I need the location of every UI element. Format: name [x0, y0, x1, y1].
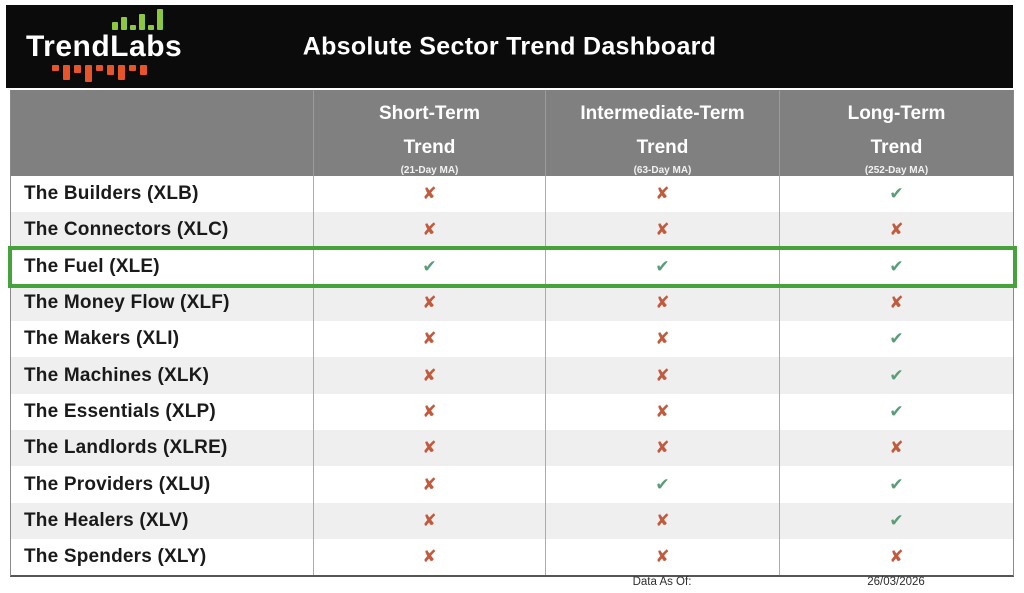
trend-mark-short: ✘ — [313, 357, 545, 394]
trend-mark-intermediate: ✔ — [545, 466, 779, 503]
table-row-xlk: The Machines (XLK) ✘ ✘ ✔ — [11, 357, 1013, 394]
column-label-line2: Trend — [636, 137, 689, 158]
header-cell-intermediate-term: Intermediate-Term Trend (63-Day MA) — [545, 90, 779, 176]
trend-mark-intermediate: ✔ — [545, 248, 779, 285]
trend-mark-short: ✘ — [313, 538, 545, 576]
trend-mark-intermediate: ✘ — [545, 393, 779, 431]
header-bar: TrendLabs Absolute Sector Trend Dashboar… — [6, 5, 1013, 88]
table-row-xlre: The Landlords (XLRE) ✘ ✘ ✘ — [11, 430, 1013, 467]
trend-mark-short: ✔ — [313, 248, 545, 285]
trend-mark-long: ✔ — [779, 357, 1013, 394]
trend-mark-short: ✘ — [313, 466, 545, 503]
trend-mark-long: ✔ — [779, 321, 1013, 358]
trend-mark-long: ✘ — [779, 284, 1013, 322]
trend-mark-intermediate: ✘ — [545, 284, 779, 322]
table-row-xlf: The Money Flow (XLF) ✘ ✘ ✘ — [11, 284, 1013, 322]
header-cell-long-term: Long-Term Trend (252-Day MA) — [779, 90, 1013, 176]
column-sublabel: (63-Day MA) — [633, 165, 692, 176]
trendlabs-logo: TrendLabs — [26, 9, 226, 82]
trend-mark-short: ✘ — [313, 284, 545, 322]
logo-wordmark: TrendLabs — [26, 30, 183, 63]
column-label-line2: Trend — [870, 137, 923, 158]
trend-mark-intermediate: ✘ — [545, 502, 779, 539]
sector-name: The Machines (XLK) — [24, 364, 210, 386]
column-sublabel: (21-Day MA) — [400, 165, 459, 176]
sector-name: The Providers (XLU) — [24, 473, 211, 495]
trend-table: Short-Term Trend (21-Day MA) Intermediat… — [8, 90, 1017, 578]
trend-mark-long: ✘ — [779, 212, 1013, 249]
column-label: Short-Term — [379, 103, 480, 124]
trend-mark-short: ✘ — [313, 502, 545, 539]
trend-mark-long: ✔ — [779, 466, 1013, 503]
sector-name: The Spenders (XLY) — [24, 546, 207, 568]
sector-name: The Connectors (XLC) — [24, 219, 229, 241]
sector-name: The Healers (XLV) — [24, 509, 189, 531]
column-label: Intermediate-Term — [580, 103, 745, 124]
trend-mark-intermediate: ✘ — [545, 176, 779, 213]
page-title: Absolute Sector Trend Dashboard — [302, 32, 717, 60]
trend-mark-short: ✘ — [313, 321, 545, 358]
column-label-line2: Trend — [403, 137, 456, 158]
data-as-of-label: Data As Of: — [632, 576, 692, 588]
column-label: Long-Term — [847, 103, 946, 124]
trend-mark-intermediate: ✘ — [545, 538, 779, 576]
trend-mark-long: ✔ — [779, 502, 1013, 539]
trend-mark-intermediate: ✘ — [545, 430, 779, 467]
data-as-of-date: 26/03/2026 — [867, 576, 925, 588]
trend-mark-intermediate: ✘ — [545, 357, 779, 394]
trend-mark-long: ✔ — [779, 176, 1013, 213]
trend-mark-short: ✘ — [313, 212, 545, 249]
table-header-row: Short-Term Trend (21-Day MA) Intermediat… — [11, 90, 1013, 176]
sector-name: The Landlords (XLRE) — [24, 437, 228, 459]
table-row-xli: The Makers (XLI) ✘ ✘ ✔ — [11, 321, 1013, 358]
table-row-xlv: The Healers (XLV) ✘ ✘ ✔ — [11, 502, 1013, 539]
trend-mark-long: ✘ — [779, 430, 1013, 467]
column-sublabel: (252-Day MA) — [864, 165, 929, 176]
header-cell-short-term: Short-Term Trend (21-Day MA) — [313, 90, 545, 176]
table-row-xlp: The Essentials (XLP) ✘ ✘ ✔ — [11, 393, 1013, 431]
trend-mark-short: ✘ — [313, 393, 545, 431]
table-body: The Builders (XLB) ✘ ✘ ✔ The Connectors … — [8, 176, 1017, 576]
trend-mark-short: ✘ — [313, 430, 545, 467]
table-row-xlb: The Builders (XLB) ✘ ✘ ✔ — [11, 176, 1013, 213]
sector-name: The Essentials (XLP) — [24, 400, 216, 422]
trend-mark-short: ✘ — [313, 176, 545, 213]
header-cell-sector — [11, 90, 313, 176]
sector-name: The Makers (XLI) — [24, 328, 180, 350]
trend-mark-long: ✔ — [779, 393, 1013, 431]
table-row-xle-highlighted: The Fuel (XLE) ✔ ✔ ✔ — [8, 245, 1017, 289]
sector-name: The Money Flow (XLF) — [24, 292, 230, 314]
table-row-xly: The Spenders (XLY) ✘ ✘ ✘ — [11, 538, 1013, 576]
trend-mark-long: ✘ — [779, 538, 1013, 576]
logo-ascending-bars-icon — [112, 9, 226, 30]
table-row-xlc: The Connectors (XLC) ✘ ✘ ✘ — [11, 212, 1013, 249]
trend-mark-intermediate: ✘ — [545, 212, 779, 249]
table-row-xlu: The Providers (XLU) ✘ ✔ ✔ — [11, 466, 1013, 503]
logo-hanging-bars-icon — [52, 65, 226, 82]
sector-name: The Fuel (XLE) — [24, 255, 160, 277]
sector-name: The Builders (XLB) — [24, 183, 199, 205]
trend-mark-intermediate: ✘ — [545, 321, 779, 358]
trend-mark-long: ✔ — [779, 248, 1013, 285]
